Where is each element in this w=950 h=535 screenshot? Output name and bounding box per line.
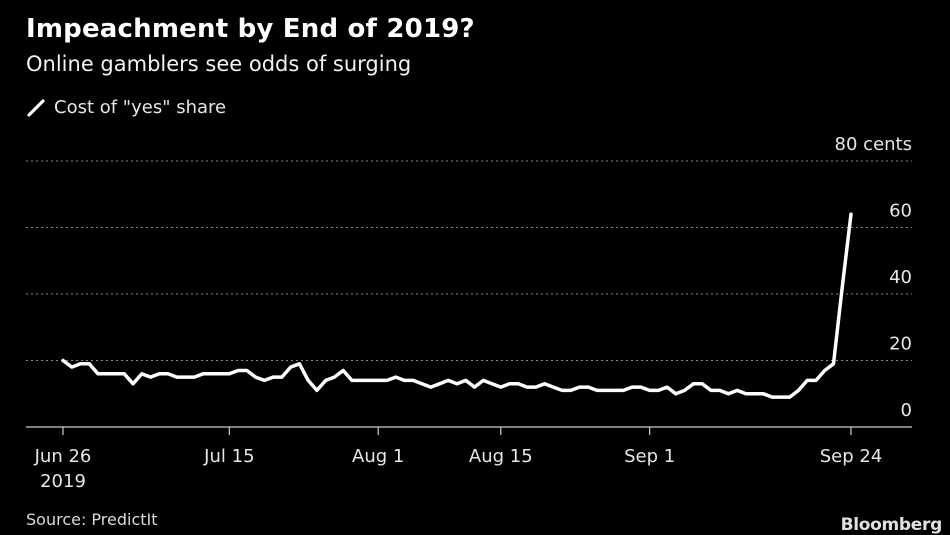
x-tick-label: Aug 15 xyxy=(469,446,533,467)
x-tick-label: Sep 1 xyxy=(624,446,675,467)
y-tick-label: 60 xyxy=(889,201,912,222)
x-tick-label: Jul 15 xyxy=(203,446,254,467)
x-axis: Jun 26 2019 Jul 15 Aug 1 Aug 15 Sep 1 Sep 24 xyxy=(26,426,912,492)
legend-label: Cost of "yes" share xyxy=(54,97,227,118)
gridlines xyxy=(26,160,912,361)
y-tick-label: 0 xyxy=(901,400,912,421)
bloomberg-logo: Bloomberg xyxy=(840,515,943,535)
series-layer xyxy=(61,212,853,399)
chart-title: Impeachment by End of 2019? xyxy=(26,14,475,44)
legend: Cost of "yes" share xyxy=(26,97,226,118)
legend-line-icon xyxy=(27,98,45,117)
x-tick-label: Aug 1 xyxy=(352,446,404,467)
y-axis-ticks: 0 20 40 60 80 cents xyxy=(835,134,912,421)
y-tick-label: 20 xyxy=(889,334,912,355)
y-tick-label: 40 xyxy=(889,267,912,288)
chart-subtitle: Online gamblers see odds of surging xyxy=(26,52,412,76)
y-tick-label: 80 cents xyxy=(835,134,912,155)
x-tick-label: Sep 24 xyxy=(820,446,883,467)
series-line-yes-share xyxy=(61,212,853,399)
source-note: Source: PredictIt xyxy=(26,510,158,529)
x-tick-label: Jun 26 xyxy=(34,446,92,467)
x-tick-sublabel: 2019 xyxy=(40,471,86,492)
